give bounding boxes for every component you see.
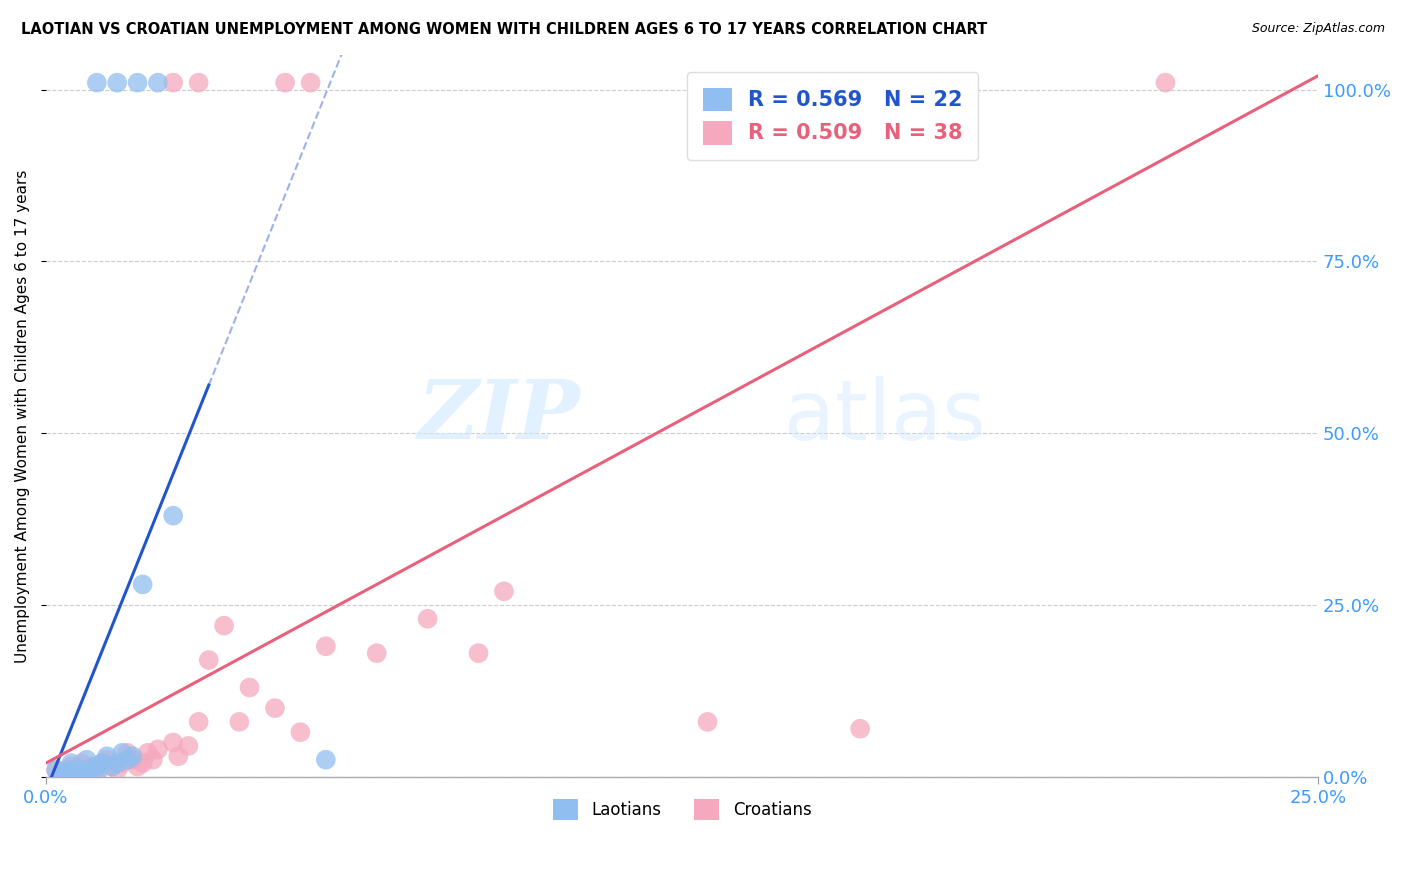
Point — [492, 584, 515, 599]
Point — [70, 763, 93, 777]
Point — [187, 76, 209, 90]
Point — [121, 753, 143, 767]
Point — [136, 746, 159, 760]
Text: LAOTIAN VS CROATIAN UNEMPLOYMENT AMONG WOMEN WITH CHILDREN AGES 6 TO 17 YEARS CO: LAOTIAN VS CROATIAN UNEMPLOYMENT AMONG W… — [21, 22, 987, 37]
Text: atlas: atlas — [783, 376, 986, 457]
Point — [65, 763, 87, 777]
Point — [105, 76, 128, 90]
Point — [198, 653, 221, 667]
Point — [86, 766, 108, 780]
Point — [162, 76, 184, 90]
Point — [60, 756, 83, 771]
Point — [51, 766, 73, 780]
Point — [117, 753, 139, 767]
Point — [80, 759, 103, 773]
Point — [70, 766, 93, 780]
Point — [105, 763, 128, 777]
Point — [65, 766, 87, 780]
Point — [1154, 76, 1177, 90]
Point — [228, 714, 250, 729]
Point — [264, 701, 287, 715]
Point — [167, 749, 190, 764]
Point — [366, 646, 388, 660]
Point — [70, 756, 93, 771]
Point — [60, 763, 83, 777]
Point — [45, 763, 67, 777]
Point — [111, 746, 134, 760]
Point — [162, 508, 184, 523]
Point — [131, 756, 153, 771]
Point — [142, 753, 165, 767]
Point — [315, 753, 337, 767]
Text: Source: ZipAtlas.com: Source: ZipAtlas.com — [1251, 22, 1385, 36]
Point — [117, 746, 139, 760]
Point — [290, 725, 312, 739]
Point — [91, 756, 114, 771]
Point — [162, 735, 184, 749]
Point — [86, 766, 108, 780]
Point — [76, 753, 98, 767]
Point — [101, 759, 124, 773]
Point — [76, 763, 98, 777]
Point — [121, 749, 143, 764]
Point — [131, 577, 153, 591]
Point — [187, 714, 209, 729]
Legend: Laotians, Croatians: Laotians, Croatians — [546, 793, 818, 826]
Point — [55, 763, 77, 777]
Point — [96, 753, 118, 767]
Point — [315, 640, 337, 654]
Point — [101, 759, 124, 773]
Point — [91, 756, 114, 771]
Point — [146, 742, 169, 756]
Point — [60, 759, 83, 773]
Point — [105, 756, 128, 771]
Point — [45, 763, 67, 777]
Point — [86, 76, 108, 90]
Point — [696, 714, 718, 729]
Point — [86, 759, 108, 773]
Point — [274, 76, 297, 90]
Point — [127, 76, 149, 90]
Point — [238, 681, 260, 695]
Point — [212, 618, 235, 632]
Point — [111, 756, 134, 771]
Point — [467, 646, 489, 660]
Text: ZIP: ZIP — [418, 376, 581, 456]
Point — [80, 763, 103, 777]
Point — [416, 612, 439, 626]
Point — [177, 739, 200, 753]
Point — [96, 749, 118, 764]
Point — [51, 766, 73, 780]
Point — [127, 759, 149, 773]
Point — [299, 76, 322, 90]
Point — [146, 76, 169, 90]
Point — [849, 722, 872, 736]
Point — [55, 766, 77, 780]
Y-axis label: Unemployment Among Women with Children Ages 6 to 17 years: Unemployment Among Women with Children A… — [15, 169, 30, 663]
